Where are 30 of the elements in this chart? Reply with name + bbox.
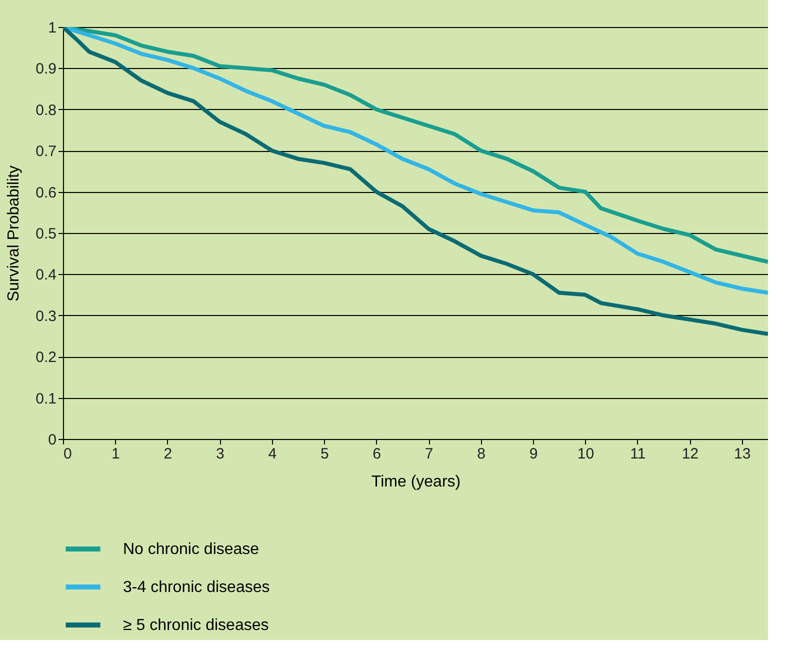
x-tick-label: 0 (64, 446, 72, 462)
x-tick-label: 4 (268, 446, 277, 462)
x-tick-label: 8 (477, 446, 486, 462)
x-tick-label: 7 (424, 446, 434, 462)
y-tick-label: 1 (48, 20, 56, 36)
x-tick-label: 5 (320, 446, 329, 462)
y-tick-label: 0.5 (36, 226, 56, 242)
y-axis-title: Survival Probability (6, 165, 23, 302)
y-tick-label: 0.8 (36, 102, 56, 119)
y-tick-label: 0.7 (36, 143, 56, 160)
x-tick-label: 11 (630, 446, 646, 462)
x-tick-label: 9 (529, 446, 538, 462)
legend-label: No chronic disease (123, 541, 260, 558)
x-tick-label: 13 (734, 446, 751, 462)
x-tick-label: 12 (682, 446, 699, 462)
y-tick-label: 0.3 (36, 308, 56, 325)
x-axis-title: Time (years) (371, 474, 461, 490)
y-tick-label: 0.9 (36, 60, 56, 78)
y-tick-label: 0 (48, 432, 56, 448)
x-tick-label: 10 (577, 446, 594, 462)
y-tick-label: 0.4 (36, 266, 56, 284)
x-tick-label: 1 (112, 446, 120, 462)
x-tick-label: 3 (216, 446, 224, 462)
legend-label: 3-4 chronic diseases (123, 579, 270, 596)
x-tick-label: 2 (164, 446, 172, 462)
legend-label: ≥ 5 chronic diseases (123, 617, 269, 634)
y-tick-label: 0.6 (36, 184, 56, 202)
y-tick-label: 0.1 (36, 390, 56, 408)
x-tick-label: 6 (372, 446, 382, 462)
y-tick-label: 0.2 (36, 349, 56, 366)
